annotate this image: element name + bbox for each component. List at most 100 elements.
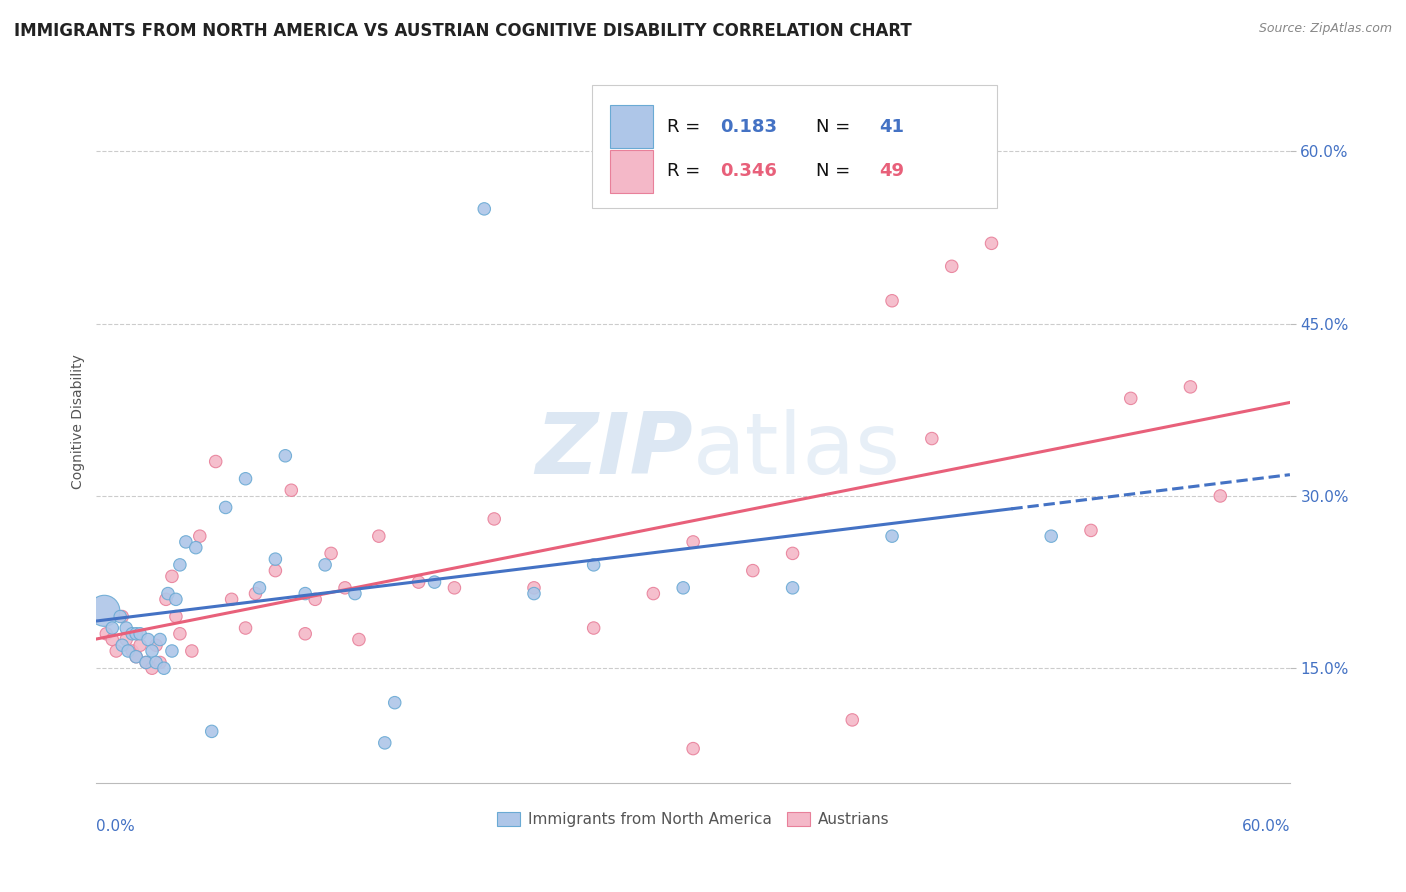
Point (145, 638, 167, 652)
Point (1209, 489, 1232, 503)
Point (111, 609, 134, 624)
Point (129, 638, 152, 652)
Point (180, 644, 202, 658)
Point (235, 472, 257, 486)
FancyBboxPatch shape (592, 85, 997, 208)
Point (145, 656, 167, 670)
Text: 60.0%: 60.0% (1241, 819, 1289, 834)
Point (367, 529, 389, 543)
Text: N =: N = (815, 162, 856, 180)
Point (408, 575, 430, 590)
Point (274, 449, 297, 463)
Point (105, 644, 128, 658)
Point (374, 736, 396, 750)
Text: R =: R = (666, 162, 706, 180)
Point (980, 236, 1002, 251)
Point (314, 558, 336, 572)
Point (165, 592, 187, 607)
Point (294, 627, 316, 641)
Point (155, 592, 177, 607)
Point (343, 586, 366, 600)
Text: 49: 49 (879, 162, 904, 180)
Point (921, 432, 943, 446)
Point (264, 564, 287, 578)
Point (304, 592, 326, 607)
Point (117, 644, 139, 658)
Point (582, 621, 605, 635)
Text: 0.346: 0.346 (721, 162, 778, 180)
Point (880, 293, 903, 308)
Point (135, 656, 157, 670)
Point (782, 581, 804, 595)
Point (582, 558, 605, 572)
Point (160, 644, 183, 658)
Point (136, 632, 159, 647)
Point (1040, 529, 1063, 543)
Point (523, 581, 546, 595)
Point (1080, 524, 1102, 538)
Text: IMMIGRANTS FROM NORTH AMERICA VS AUSTRIAN COGNITIVE DISABILITY CORRELATION CHART: IMMIGRANTS FROM NORTH AMERICA VS AUSTRIA… (14, 22, 912, 40)
Text: 0.0%: 0.0% (97, 819, 135, 834)
Point (141, 644, 163, 658)
Point (235, 621, 257, 635)
Point (110, 609, 132, 624)
Point (482, 512, 505, 526)
Point (156, 586, 179, 600)
Text: 41: 41 (879, 118, 904, 136)
Point (96, 627, 118, 641)
Point (672, 581, 695, 595)
Point (643, 586, 665, 600)
Point (280, 483, 302, 498)
FancyBboxPatch shape (610, 105, 652, 148)
Point (101, 632, 124, 647)
Point (264, 552, 287, 566)
Point (741, 564, 763, 578)
Point (125, 627, 148, 641)
Point (160, 569, 183, 583)
Point (841, 713, 863, 727)
Text: R =: R = (666, 118, 706, 136)
Point (423, 575, 446, 590)
Point (214, 500, 236, 515)
Point (384, 696, 406, 710)
FancyBboxPatch shape (610, 150, 652, 193)
Point (115, 621, 138, 635)
Point (135, 656, 157, 670)
Point (149, 656, 172, 670)
Point (121, 627, 143, 641)
Point (1180, 380, 1202, 394)
Text: atlas: atlas (693, 409, 901, 491)
Point (174, 535, 197, 549)
Point (1119, 392, 1142, 406)
Point (101, 621, 124, 635)
Point (169, 627, 191, 641)
Text: 0.183: 0.183 (721, 118, 778, 136)
Point (294, 586, 316, 600)
Point (319, 546, 342, 560)
Point (125, 649, 148, 664)
Point (111, 638, 134, 652)
Point (880, 529, 903, 543)
Point (184, 541, 207, 555)
Y-axis label: Cognitive Disability: Cognitive Disability (72, 354, 86, 489)
Point (188, 529, 211, 543)
Point (249, 581, 271, 595)
Text: N =: N = (815, 118, 856, 136)
Text: ZIP: ZIP (536, 409, 693, 491)
Point (221, 592, 243, 607)
Point (443, 581, 465, 595)
Text: Source: ZipAtlas.com: Source: ZipAtlas.com (1258, 22, 1392, 36)
Point (347, 632, 370, 647)
Point (682, 535, 704, 549)
Point (93, 604, 115, 618)
Point (165, 609, 187, 624)
Point (245, 586, 267, 600)
Point (204, 454, 226, 468)
Point (129, 627, 152, 641)
Point (523, 586, 546, 600)
Point (169, 558, 191, 572)
Point (333, 581, 356, 595)
Point (941, 260, 963, 274)
Point (153, 661, 176, 675)
Point (115, 632, 138, 647)
